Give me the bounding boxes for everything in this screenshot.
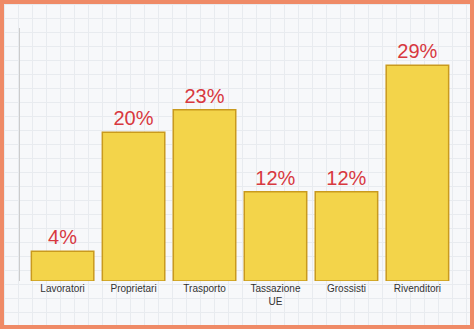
svg-text:Grossisti: Grossisti	[327, 283, 366, 294]
svg-text:20%: 20%	[113, 107, 153, 129]
svg-text:Rivenditori: Rivenditori	[394, 283, 441, 294]
svg-text:4%: 4%	[48, 226, 77, 248]
svg-text:TassazioneUE: TassazioneUE	[250, 283, 300, 307]
svg-text:Proprietari: Proprietari	[110, 283, 156, 294]
svg-text:12%: 12%	[326, 167, 366, 189]
svg-text:23%: 23%	[184, 85, 224, 107]
svg-text:29%: 29%	[397, 40, 437, 62]
svg-text:Lavoratori: Lavoratori	[40, 283, 84, 294]
svg-text:12%: 12%	[255, 167, 295, 189]
svg-text:Trasporto: Trasporto	[183, 283, 226, 294]
